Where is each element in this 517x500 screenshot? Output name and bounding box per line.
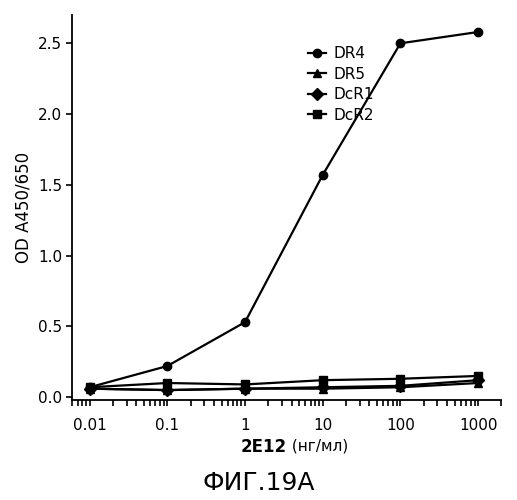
DR5	[397, 384, 403, 390]
Text: 100: 100	[386, 418, 415, 434]
Legend: DR4, DR5, DcR1, DcR2: DR4, DR5, DcR1, DcR2	[303, 42, 379, 127]
Line: DcR2: DcR2	[85, 372, 482, 392]
Line: DR4: DR4	[85, 28, 482, 392]
DR5	[242, 386, 248, 392]
DR5	[86, 386, 93, 392]
DcR2	[320, 377, 326, 383]
DR4	[242, 319, 248, 325]
Text: 10: 10	[313, 418, 332, 434]
Text: 1: 1	[240, 418, 250, 434]
DcR2	[164, 380, 171, 386]
DcR2	[475, 373, 481, 379]
Text: ФИГ.19А: ФИГ.19А	[202, 471, 315, 495]
DR5	[475, 380, 481, 386]
DR5	[320, 386, 326, 392]
Text: 2E12: 2E12	[241, 438, 287, 456]
DR4	[164, 363, 171, 369]
DcR1	[475, 377, 481, 383]
Line: DcR1: DcR1	[85, 376, 482, 394]
DcR1	[164, 387, 171, 393]
Text: 1000: 1000	[459, 418, 497, 434]
DR4	[475, 29, 481, 35]
DcR2	[397, 376, 403, 382]
Text: (нг/мл): (нг/мл)	[287, 438, 348, 454]
DcR1	[86, 386, 93, 392]
Line: DR5: DR5	[85, 379, 482, 394]
DcR1	[397, 383, 403, 389]
DR4	[397, 40, 403, 46]
DcR1	[320, 384, 326, 390]
DR4	[86, 384, 93, 390]
Text: 0.1: 0.1	[155, 418, 179, 434]
Y-axis label: OD A450/650: OD A450/650	[14, 152, 32, 263]
DR5	[164, 387, 171, 393]
DcR1	[242, 386, 248, 392]
DcR2	[86, 384, 93, 390]
Text: 0.01: 0.01	[73, 418, 107, 434]
DcR2	[242, 382, 248, 388]
DR4	[320, 172, 326, 178]
